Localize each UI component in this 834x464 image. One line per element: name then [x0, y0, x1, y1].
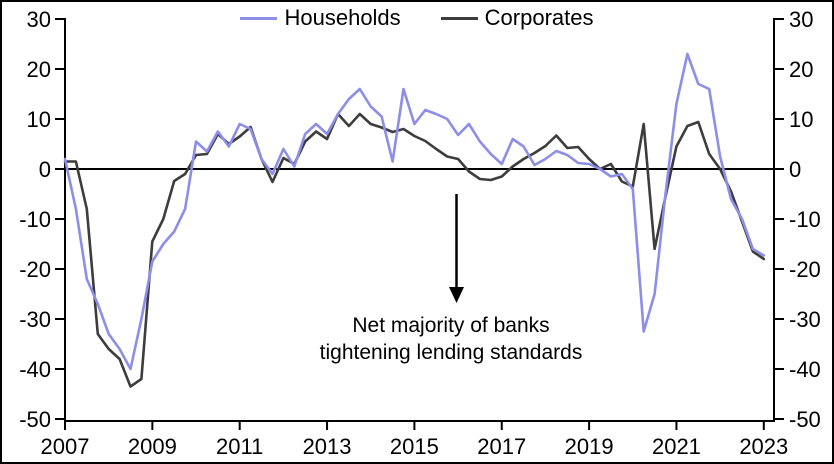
- y-axis-tick-label-right: -40: [789, 357, 821, 382]
- y-axis-tick-label-left: -30: [19, 307, 51, 332]
- y-axis-tick-label-right: 20: [789, 57, 813, 82]
- corporates-legend-label: Corporates: [484, 5, 594, 30]
- corporates-line-swatch: [440, 16, 478, 20]
- y-axis-tick-label-right: 10: [789, 107, 813, 132]
- x-axis-tick-label: 2023: [739, 434, 788, 459]
- legend: Households Corporates: [2, 7, 832, 29]
- x-axis-tick-label: 2009: [128, 434, 177, 459]
- y-axis-tick-label-left: 20: [27, 57, 51, 82]
- x-axis-tick-label: 2015: [390, 434, 439, 459]
- households-line-swatch: [240, 16, 278, 20]
- y-axis-tick-label-left: -50: [19, 407, 51, 432]
- annotation-line-1: Net majority of banks: [352, 314, 549, 337]
- households-legend-label: Households: [284, 5, 401, 30]
- y-axis-tick-label-left: -20: [19, 257, 51, 282]
- x-axis-tick-label: 2019: [565, 434, 614, 459]
- y-axis-tick-label-left: 10: [27, 107, 51, 132]
- corporates-series-line: [63, 112, 766, 388]
- down-arrow-head: [449, 287, 464, 303]
- x-axis-tick-label: 2013: [303, 434, 352, 459]
- legend-item-households: Households: [240, 5, 401, 30]
- x-axis-tick-label: 2007: [41, 434, 90, 459]
- y-axis-tick-label-right: -10: [789, 207, 821, 232]
- x-axis-tick-label: 2011: [216, 434, 263, 459]
- y-axis-tick-label-right: -30: [789, 307, 821, 332]
- y-axis-tick-label-right: 30: [789, 7, 813, 32]
- annotation-line-2: tightening lending standards: [320, 341, 583, 364]
- y-axis-tick-label-right: -20: [789, 257, 821, 282]
- legend-item-corporates: Corporates: [440, 5, 594, 30]
- y-axis-tick-label-left: -40: [19, 357, 51, 382]
- x-axis-tick-label: 2017: [477, 434, 526, 459]
- y-axis-tick-label-right: -50: [789, 407, 821, 432]
- y-axis-tick-label-left: 30: [27, 7, 51, 32]
- y-axis-tick-label-right: 0: [789, 157, 801, 182]
- y-axis-tick-label-left: 0: [39, 157, 51, 182]
- x-axis-tick-label: 2021: [652, 434, 701, 459]
- households-series-line: [63, 52, 766, 371]
- y-axis-tick-label-left: -10: [19, 207, 51, 232]
